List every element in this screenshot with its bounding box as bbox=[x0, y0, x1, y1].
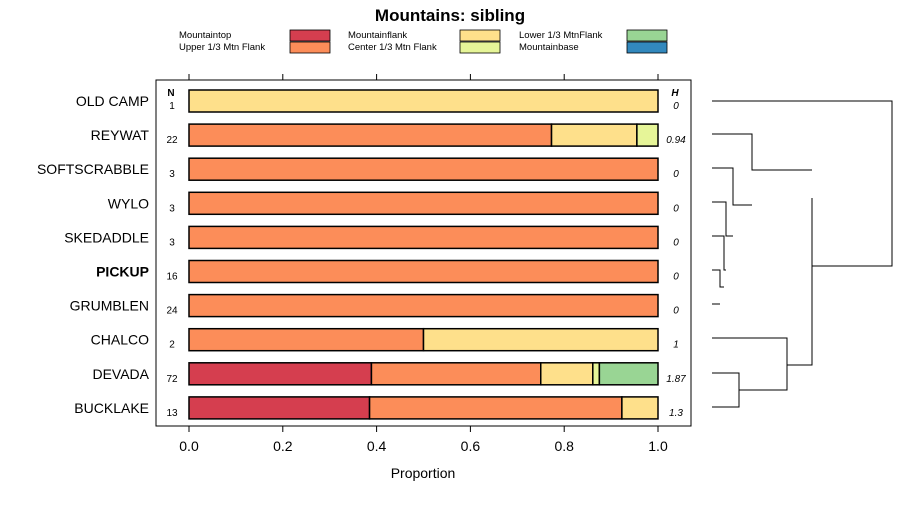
n-value: 22 bbox=[166, 135, 178, 146]
h-value: 0 bbox=[673, 306, 679, 317]
h-header: H bbox=[671, 88, 679, 99]
n-value: 24 bbox=[166, 306, 178, 317]
dendrogram-branch bbox=[787, 198, 813, 366]
x-tick-label: 0.4 bbox=[367, 438, 387, 454]
bar-segment bbox=[188, 191, 659, 216]
category-label: BUCKLAKE bbox=[74, 400, 149, 416]
bar-segment bbox=[368, 396, 623, 420]
category-label: GRUMBLEN bbox=[70, 298, 149, 314]
h-value: 1.3 bbox=[669, 408, 683, 419]
chart-title: Mountains: sibling bbox=[375, 6, 525, 25]
bar-segment bbox=[621, 396, 659, 420]
legend-swatch bbox=[459, 29, 501, 42]
bar-segment bbox=[188, 157, 659, 181]
x-tick-label: 0.8 bbox=[554, 438, 574, 454]
legend-swatch bbox=[459, 41, 501, 54]
h-value: 0 bbox=[673, 169, 679, 180]
dendrogram-branch bbox=[712, 269, 724, 288]
dendrogram-branch bbox=[712, 235, 726, 271]
h-value: 0 bbox=[673, 272, 679, 283]
legend-swatch bbox=[289, 41, 331, 54]
bar-segment bbox=[188, 225, 659, 250]
category-label: CHALCO bbox=[91, 332, 149, 348]
bar-segment bbox=[188, 362, 373, 386]
bar-segment bbox=[370, 362, 542, 386]
x-axis-label: Proportion bbox=[391, 465, 456, 481]
n-value: 1 bbox=[169, 101, 175, 112]
dendrogram bbox=[712, 100, 893, 408]
dendrogram-branch bbox=[712, 201, 733, 237]
h-value: 0.94 bbox=[666, 135, 686, 146]
bar-segment bbox=[188, 89, 659, 113]
bar-segment bbox=[422, 327, 659, 352]
legend-label: Lower 1/3 MtnFlank bbox=[519, 30, 603, 41]
n-value: 2 bbox=[169, 340, 175, 351]
legend-label: Mountainbase bbox=[519, 42, 579, 53]
category-label: SOFTSCRABBLE bbox=[37, 161, 149, 177]
n-value: 16 bbox=[166, 272, 178, 283]
top-axis-ticks bbox=[188, 74, 659, 80]
bars: OLD CAMP 1 0 REYWAT 22 0.94 SOFTSCRABBLE 3 0 WYLO… bbox=[37, 89, 686, 420]
n-value: 13 bbox=[166, 408, 178, 419]
category-label: WYLO bbox=[108, 195, 149, 211]
n-value: 3 bbox=[169, 203, 175, 214]
category-label: DEVADA bbox=[92, 366, 149, 382]
n-value: 72 bbox=[166, 374, 178, 385]
legend-label: Upper 1/3 Mtn Flank bbox=[179, 42, 265, 53]
legend-label: Mountaintop bbox=[179, 30, 231, 41]
legend-swatch bbox=[626, 29, 668, 42]
bar-segment bbox=[550, 123, 638, 147]
n-value: 3 bbox=[169, 237, 175, 248]
legend-label: Mountainflank bbox=[348, 30, 407, 41]
n-header: N bbox=[167, 88, 174, 99]
plot-frame bbox=[155, 79, 692, 427]
n-value: 3 bbox=[169, 169, 175, 180]
bar-segment bbox=[188, 327, 425, 352]
x-tick-label: 0.0 bbox=[179, 438, 199, 454]
bar-segment bbox=[598, 362, 659, 386]
dendrogram-branch bbox=[712, 133, 812, 171]
bar-segment bbox=[188, 123, 553, 147]
x-tick-label: 0.2 bbox=[273, 438, 293, 454]
category-label: OLD CAMP bbox=[76, 93, 149, 109]
dendrogram-branch bbox=[712, 167, 752, 206]
h-value: 0 bbox=[673, 237, 679, 248]
category-label: PICKUP bbox=[96, 264, 149, 280]
bar-segment bbox=[636, 123, 659, 147]
bar-segment bbox=[188, 396, 371, 420]
h-value: 0 bbox=[673, 101, 679, 112]
legend-swatch bbox=[289, 29, 331, 42]
h-value: 1.87 bbox=[666, 374, 686, 385]
category-label: SKEDADDLE bbox=[64, 229, 149, 245]
h-value: 1 bbox=[673, 340, 679, 351]
dendrogram-branch bbox=[712, 337, 788, 391]
x-tick-label: 0.6 bbox=[461, 438, 481, 454]
bar-segment bbox=[540, 362, 594, 386]
bar-segment bbox=[592, 362, 601, 386]
x-axis: 0.0 0.2 0.4 0.6 0.8 1.0 bbox=[179, 426, 668, 454]
bar-segment bbox=[188, 293, 659, 318]
dendrogram-branch bbox=[712, 372, 740, 408]
legend-swatch bbox=[626, 41, 668, 54]
x-tick-label: 1.0 bbox=[648, 438, 668, 454]
dendrogram-branch bbox=[712, 100, 893, 267]
legend-label: Center 1/3 Mtn Flank bbox=[348, 42, 437, 53]
bar-segment bbox=[188, 259, 659, 284]
category-label: REYWAT bbox=[91, 127, 150, 143]
h-value: 0 bbox=[673, 203, 679, 214]
